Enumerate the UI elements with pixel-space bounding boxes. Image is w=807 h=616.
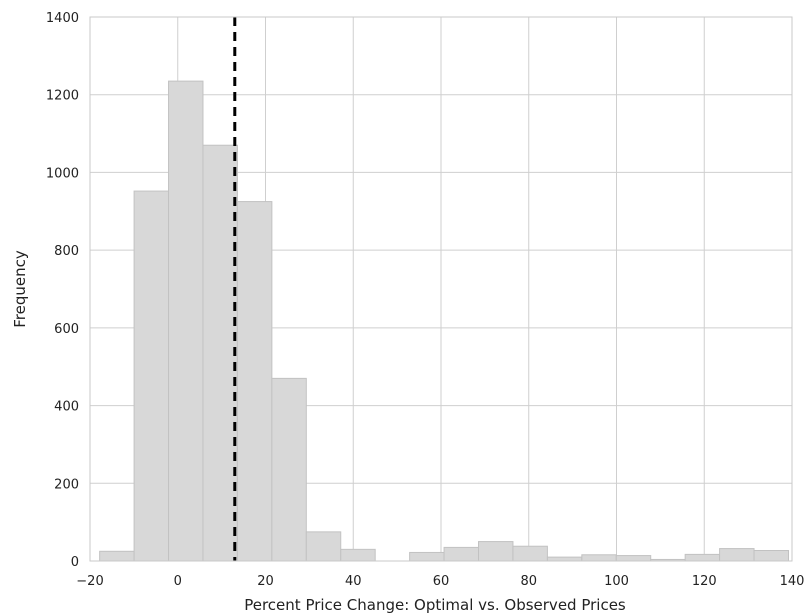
y-tick-label: 1200 xyxy=(46,89,79,104)
x-tick-label: 40 xyxy=(345,574,362,589)
histogram-bar xyxy=(615,555,652,562)
x-tick-label: 100 xyxy=(604,574,629,589)
histogram-bar xyxy=(271,377,307,562)
histogram-bar xyxy=(478,541,514,562)
histogram-bar xyxy=(581,554,617,562)
x-tick-label: 140 xyxy=(780,574,805,589)
histogram-bar xyxy=(133,190,170,562)
x-tick-label: 120 xyxy=(692,574,717,589)
x-tick-label: 20 xyxy=(257,574,274,589)
y-tick-label: 600 xyxy=(54,322,79,337)
y-tick-label: 800 xyxy=(54,244,79,259)
histogram-bar xyxy=(684,553,721,562)
histogram-bar xyxy=(443,546,480,562)
y-tick-label: 1000 xyxy=(46,166,79,181)
histogram-bar xyxy=(753,550,789,562)
histogram-bar xyxy=(546,556,583,562)
histogram-bar xyxy=(409,551,445,562)
histogram-bar xyxy=(719,548,755,562)
histogram-bar xyxy=(340,548,376,562)
x-tick-label: 0 xyxy=(174,574,182,589)
y-tick-label: 200 xyxy=(54,477,79,492)
histogram-bar xyxy=(202,144,238,562)
histogram-bar xyxy=(236,201,273,562)
x-tick-label: 60 xyxy=(433,574,450,589)
y-tick-label: 400 xyxy=(54,400,79,415)
histogram-bar xyxy=(99,550,135,562)
histogram-bars xyxy=(99,80,789,562)
x-tick-label: 80 xyxy=(520,574,537,589)
x-tick-labels: −20 0 20 40 60 80 100 120 140 xyxy=(76,574,804,589)
y-tick-label: 1400 xyxy=(46,11,79,26)
histogram-bar xyxy=(305,531,342,562)
x-tick-label: −20 xyxy=(76,574,103,589)
plot-frame xyxy=(89,16,793,562)
y-axis-label: Frequency xyxy=(11,250,29,328)
y-tick-label: 0 xyxy=(71,555,79,570)
x-axis-label: Percent Price Change: Optimal vs. Observ… xyxy=(244,596,626,614)
histogram-bar xyxy=(512,545,548,562)
histogram-bar xyxy=(168,80,204,562)
y-tick-labels: 0 200 400 600 800 1000 1200 1400 xyxy=(46,11,79,570)
